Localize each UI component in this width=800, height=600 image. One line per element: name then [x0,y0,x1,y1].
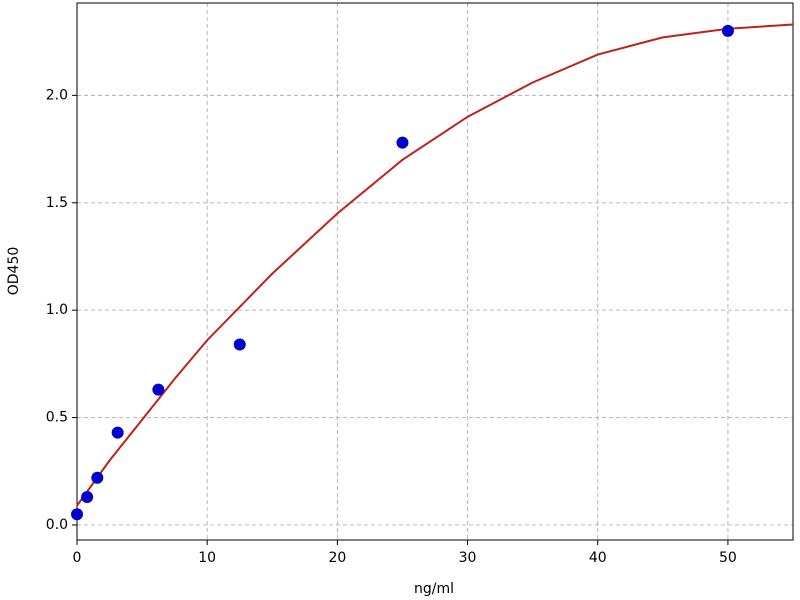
data-point [91,471,104,484]
data-point [396,136,409,149]
data-point [71,508,83,521]
y-axis-label: OD450 [6,247,22,296]
plot-frame [76,2,794,541]
x-tick-label: 20 [328,550,346,566]
data-point [152,383,165,396]
x-tick-label: 0 [73,550,82,566]
data-point [111,426,124,439]
x-tick-label: 40 [589,550,607,566]
x-axis-label: ng/ml [414,581,454,597]
y-tick-label: 0.5 [46,410,68,426]
y-tick-label: 1.0 [46,302,68,318]
x-tick-label: 10 [198,550,216,566]
data-point [721,24,734,37]
y-tick-label: 0.0 [46,517,68,533]
fit-curve [76,23,794,507]
data-point [81,491,94,504]
x-tick-label: 50 [719,550,737,566]
x-tick-label: 30 [459,550,477,566]
y-tick-label: 2.0 [46,87,68,103]
y-tick-label: 1.5 [46,195,68,211]
data-point [233,338,246,351]
